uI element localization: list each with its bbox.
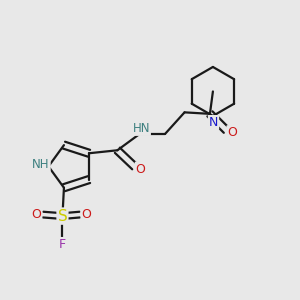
Text: O: O	[136, 163, 146, 176]
Text: HN: HN	[133, 122, 150, 135]
Text: O: O	[227, 126, 237, 139]
Text: O: O	[81, 208, 91, 221]
Text: F: F	[59, 238, 66, 251]
Text: N: N	[209, 116, 218, 129]
Text: NH: NH	[32, 158, 50, 171]
Text: O: O	[32, 208, 41, 221]
Text: S: S	[58, 208, 67, 224]
